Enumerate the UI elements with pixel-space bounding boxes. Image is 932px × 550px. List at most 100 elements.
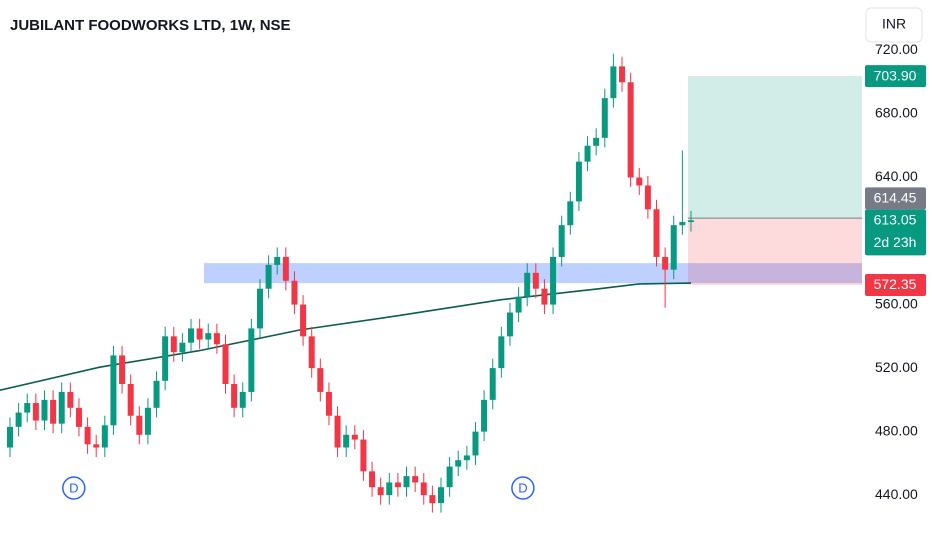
candle-body: [472, 431, 479, 456]
candle-body: [636, 177, 643, 186]
price-label-box: [865, 273, 926, 296]
candle-body: [386, 482, 393, 496]
candle-body: [317, 368, 324, 392]
candle-body: [170, 336, 177, 353]
currency-label[interactable]: INR: [882, 16, 906, 32]
profit-zone: [687, 76, 862, 219]
candle-body: [670, 225, 677, 270]
candle-body: [136, 415, 143, 435]
dividend-marker: [62, 476, 86, 500]
x-tick-label: Oct: [626, 521, 648, 537]
y-tick-label: 640.00: [875, 168, 918, 184]
candle-body: [653, 209, 660, 257]
candle-body: [75, 407, 82, 427]
candle-body: [437, 487, 444, 504]
x-tick-label: 2024: [275, 521, 306, 537]
candle-body: [558, 225, 565, 257]
price-label-box: [865, 209, 926, 256]
plot-area: Jul Oct 2024 Apr Jul Oct 2025 Apr D D: [0, 53, 868, 537]
candle-body: [377, 487, 384, 496]
candle-body: [274, 256, 281, 265]
y-tick-label: 720.00: [875, 41, 918, 57]
y-tick-label: 440.00: [875, 486, 918, 502]
x-tick-label: Oct: [168, 521, 190, 537]
candle-body: [101, 425, 108, 448]
candle-body: [515, 296, 522, 313]
x-tick-label: 2025: [733, 521, 764, 537]
price-label: 613.05: [874, 212, 917, 228]
candle-body: [550, 256, 557, 305]
candle-body: [67, 391, 74, 408]
candle-body: [619, 66, 626, 83]
candle-body: [506, 312, 513, 337]
candle-body: [360, 439, 367, 472]
candle-body: [489, 368, 496, 400]
candle-body: [153, 380, 160, 408]
candle-body: [481, 399, 488, 432]
candle-body: [196, 328, 203, 340]
candle-body: [248, 328, 255, 392]
y-tick-label: 560.00: [875, 295, 918, 311]
candle-body: [610, 66, 617, 99]
candle-body: [213, 333, 220, 345]
candle-body: [162, 336, 169, 381]
price-label: 572.35: [874, 276, 917, 292]
candle-body: [265, 264, 272, 289]
x-tick-label: Apr: [846, 521, 868, 537]
candle-body: [584, 145, 591, 162]
y-tick-label: 680.00: [875, 105, 918, 121]
candle-body: [455, 460, 462, 467]
candle-body: [412, 476, 419, 483]
candle-body: [446, 466, 453, 488]
y-tick-label: 480.00: [875, 422, 918, 438]
candle-body: [343, 434, 350, 448]
candle-body: [256, 288, 263, 329]
x-tick-label: Jul: [58, 521, 76, 537]
currency-button[interactable]: [865, 7, 923, 43]
candle-body: [58, 391, 65, 424]
candle-body: [110, 355, 117, 426]
candle-body: [567, 201, 574, 226]
candle-body: [41, 399, 48, 421]
candle-body: [119, 355, 126, 384]
price-label: 614.45: [874, 190, 917, 206]
candle-body: [334, 415, 341, 448]
candle-body: [239, 391, 246, 408]
candle-body: [188, 328, 195, 343]
candle-body: [6, 426, 13, 448]
candle-body: [463, 455, 470, 461]
candle-body: [205, 333, 212, 340]
candle-body: [679, 222, 686, 226]
price-label-box: [865, 65, 926, 88]
candle-body: [222, 344, 229, 384]
candle-body: [429, 495, 436, 504]
candle-body: [687, 220, 694, 223]
loss-zone: [687, 218, 862, 285]
candle-body: [300, 304, 307, 337]
candle-body: [394, 482, 401, 488]
candle-body: [84, 426, 91, 445]
candle-body: [282, 256, 289, 281]
dividend-label: D: [69, 480, 78, 495]
candle-body: [369, 471, 376, 488]
candle-body: [351, 434, 358, 440]
price-label: 703.90: [874, 67, 917, 83]
x-tick-label: Jul: [506, 521, 524, 537]
candle-body: [32, 403, 39, 421]
candle-body: [144, 407, 151, 435]
candle-body: [231, 383, 238, 408]
candle-body: [291, 280, 298, 305]
candle-body: [50, 399, 57, 424]
candle-body: [420, 482, 427, 496]
candle-body: [179, 342, 186, 353]
candle-body: [127, 383, 134, 416]
candle-body: [575, 161, 582, 202]
candle-body: [541, 288, 548, 305]
candle-body: [308, 336, 315, 369]
candle-body: [325, 391, 332, 416]
candle-body: [498, 336, 505, 369]
candle-body: [601, 98, 608, 138]
dividend-label: D: [518, 480, 527, 495]
y-tick-label: 520.00: [875, 359, 918, 375]
